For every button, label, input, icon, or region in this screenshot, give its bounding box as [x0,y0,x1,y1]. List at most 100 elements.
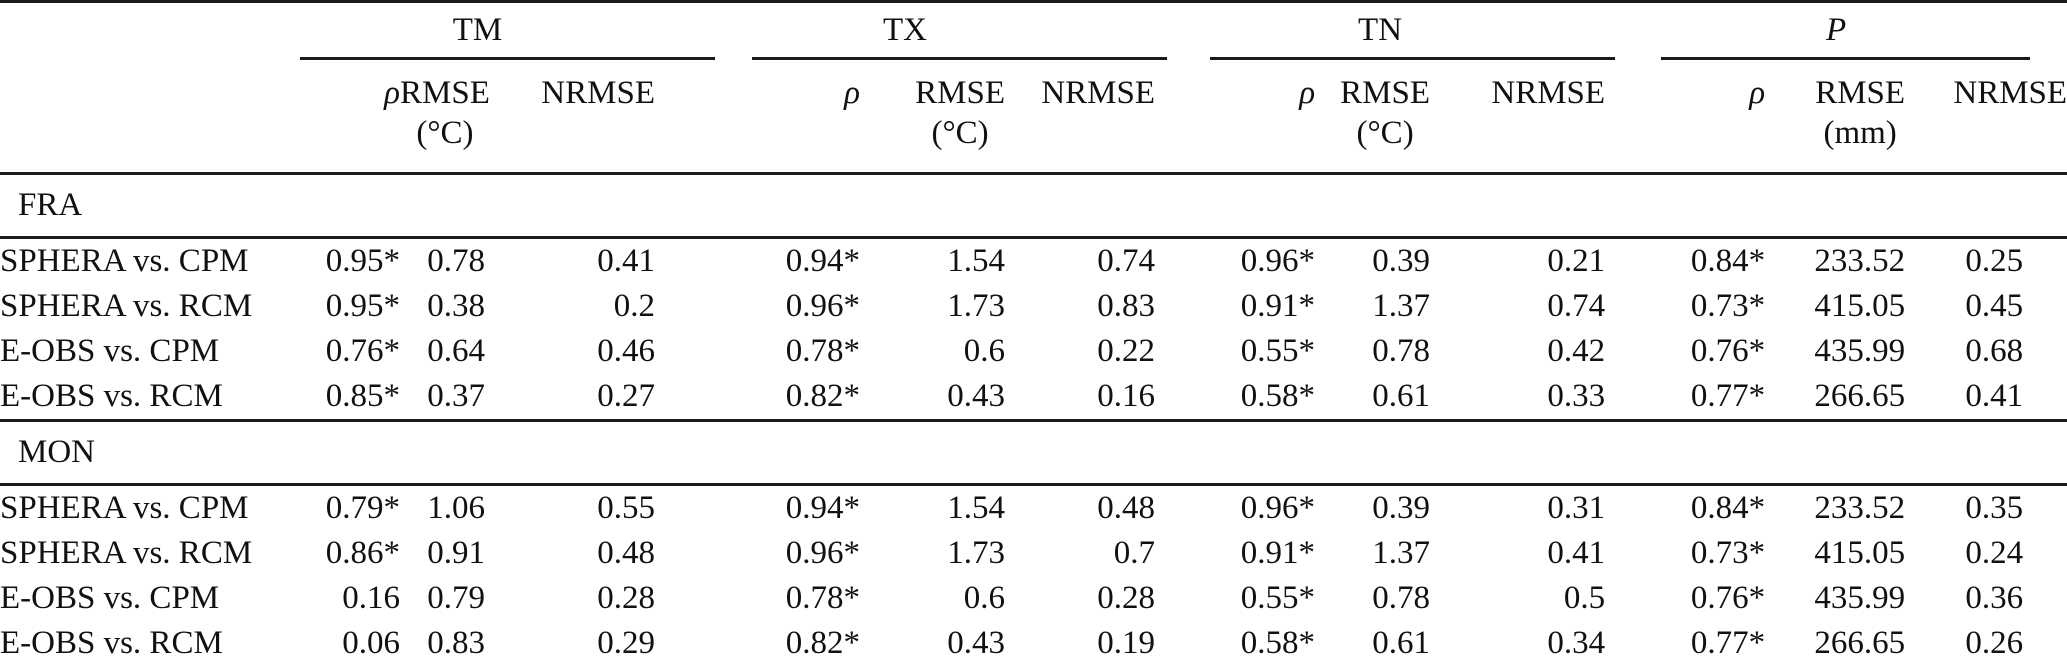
value-cell: 0.74 [1097,243,1156,279]
metric-wrap: RMSE (mm) [1815,73,1905,153]
value-cell: 0.21 [1547,243,1606,279]
value-cell: 0.6 [963,333,1005,369]
spacer-cell [0,61,300,175]
value-cell: 0.39 [1372,243,1431,279]
value-cell: 0.95* [325,243,400,279]
subheader-label: RMSE [1340,75,1431,111]
value-cell: 1.73 [947,288,1005,324]
value-cell: 415.05 [1814,288,1906,324]
value-cell: 0.96* [1240,243,1316,279]
value-cell: 435.99 [1814,580,1906,616]
value-cell: 0.73* [1690,535,1766,571]
subheader-nrmse-tm: NRMSE [485,61,655,175]
group-underline-cell-p [1605,57,2067,61]
value-cell: 0.46 [597,333,655,369]
value-cell: 0.91* [1240,288,1316,324]
value-cell: 0.41 [1547,535,1606,571]
group-underline-p [1661,57,2031,60]
metric-wrap: RMSE (°C) [400,73,490,153]
value-cell: 0.85* [300,374,400,422]
value-cell: 0.06 [300,621,400,658]
subheader-label: NRMSE [541,75,655,111]
value-cell: 0.74 [1547,288,1606,324]
value-cell: 0.48 [597,535,655,571]
subheader-rho-tx: ρ [655,61,860,175]
value-cell: 0.25 [1965,243,2024,279]
value-cell: 0.79* [325,490,400,526]
value-cell: 0.76* [325,333,400,369]
subheader-label: ρ [1299,75,1316,111]
subheader-label: RMSE [1815,75,1906,111]
value-cell: 0.77* [1605,621,1766,658]
value-cell: 0.24 [1965,535,2024,571]
row-label: E-OBS vs. RCM [0,621,300,658]
value-cell: 1.37 [1372,288,1431,324]
row-label: SPHERA vs. CPM [0,490,249,526]
subheader-label: RMSE [915,75,1005,111]
subheader-nrmse-p: NRMSE [1905,61,2067,175]
group-underline-cell-tm [300,57,715,61]
subheader-label: NRMSE [1491,75,1606,111]
value-cell: 0.76* [1690,580,1766,616]
value-cell: 0.31 [1547,490,1606,526]
table-row: SPHERA vs. RCM 0.86* 0.91 0.48 0.96* 1.7… [0,531,2067,576]
group-underline-row [0,57,2067,61]
value-cell: 0.73* [1690,288,1766,324]
unit-label: (°C) [416,115,474,151]
value-cell: 0.82* [655,621,860,658]
value-cell: 0.78 [427,243,485,279]
unit-label: (°C) [1356,115,1414,151]
value-cell: 266.65 [1765,374,1906,422]
subheader-label: NRMSE [1041,75,1156,111]
value-cell: 0.77* [1605,374,1766,422]
table-row: SPHERA vs. RCM 0.95* 0.38 0.2 0.96* 1.73… [0,284,2067,329]
group-underline-cell-tx [655,57,1168,61]
value-cell: 0.64 [427,333,485,369]
unit-label: (mm) [1823,115,1897,151]
value-cell: 0.96* [785,288,860,324]
value-cell: 0.19 [1005,621,1156,658]
subheader-rmse-tx: RMSE (°C) [860,61,1005,175]
value-cell: 0.48 [1097,490,1156,526]
value-cell: 233.52 [1814,243,1906,279]
value-cell: 435.99 [1814,333,1906,369]
section-label: FRA [0,173,2067,239]
value-cell: 0.78 [1372,333,1431,369]
metric-wrap: RMSE (°C) [1340,73,1430,153]
subheader-row: ρ RMSE (°C) NRMSE ρ RMSE (°C) NRMSE ρ RM… [0,61,2067,175]
value-cell: 0.55* [1240,580,1316,616]
group-underline-tm [300,57,715,60]
value-cell: 0.68 [1965,333,2024,369]
row-label: E-OBS vs. RCM [0,374,300,422]
value-cell: 0.58* [1155,374,1316,422]
value-cell: 0.34 [1430,621,1606,658]
value-cell: 0.91 [427,535,485,571]
row-label: SPHERA vs. RCM [0,288,253,324]
value-cell: 1.06 [427,490,485,526]
row-label: E-OBS vs. CPM [0,333,220,369]
column-group-row: TM TX TN P [0,0,2067,57]
value-cell: 0.83 [1097,288,1156,324]
value-cell: 0.43 [860,374,1005,422]
value-cell: 0.96* [785,535,860,571]
section-header-fra: FRA [0,173,2067,239]
metric-wrap: RMSE (°C) [915,73,1005,153]
section-header-mon: MON [0,420,2067,486]
subheader-label: NRMSE [1953,75,2067,111]
value-cell: 0.29 [485,621,655,658]
table-row: E-OBS vs. CPM 0.76* 0.64 0.46 0.78* 0.6 … [0,329,2067,374]
column-group-header-tm: TM [300,0,655,57]
value-cell: 0.78 [1372,580,1431,616]
value-cell: 0.41 [597,243,655,279]
unit-label: (°C) [931,115,989,151]
value-cell: 0.83 [400,621,485,658]
value-cell: 0.94* [785,490,860,526]
value-cell: 0.95* [325,288,400,324]
value-cell: 0.28 [597,580,655,616]
table-row: E-OBS vs. CPM 0.16 0.79 0.28 0.78* 0.6 0… [0,576,2067,621]
row-label: SPHERA vs. CPM [0,243,249,279]
value-cell: 0.43 [860,621,1005,658]
value-cell: 0.7 [1113,535,1156,571]
